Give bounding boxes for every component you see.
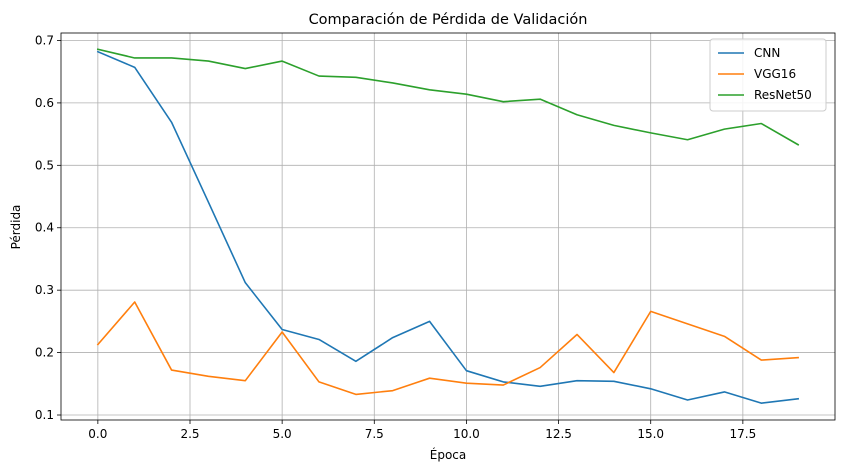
y-tick-label: 0.4 <box>35 221 54 235</box>
x-tick-label: 15.0 <box>637 427 664 441</box>
x-tick-label: 12.5 <box>545 427 572 441</box>
x-tick-label: 5.0 <box>273 427 292 441</box>
y-tick-label: 0.3 <box>35 283 54 297</box>
x-axis-label: Época <box>430 447 467 462</box>
chart-title: Comparación de Pérdida de Validación <box>309 12 588 28</box>
series-lines <box>96 48 800 404</box>
x-tick-label: 0.0 <box>88 427 107 441</box>
series-line-resnet50 <box>96 48 800 146</box>
series-line-cnn <box>96 50 800 404</box>
grid-lines <box>61 33 835 420</box>
legend-box <box>709 38 827 112</box>
y-tick-label: 0.5 <box>35 158 54 172</box>
y-tick-label: 0.7 <box>35 33 54 47</box>
x-tick-label: 10.0 <box>453 427 480 441</box>
y-tick-label: 0.2 <box>35 346 54 360</box>
x-axis-ticks: 0.0 2.5 5.0 7.5 10.0 12.5 15.0 17.5 <box>88 420 756 441</box>
x-tick-label: 17.5 <box>729 427 756 441</box>
legend: CNN VGG16 ResNet50 <box>709 38 827 112</box>
y-axis-ticks: 0.1 0.2 0.3 0.4 0.5 0.6 0.7 <box>35 33 61 422</box>
y-tick-label: 0.1 <box>35 408 54 422</box>
plot-frame <box>60 32 836 421</box>
legend-label-cnn: CNN <box>754 46 780 60</box>
legend-label-vgg16: VGG16 <box>754 67 796 81</box>
x-tick-label: 2.5 <box>180 427 199 441</box>
series-line-vgg16 <box>96 301 799 396</box>
y-tick-label: 0.6 <box>35 96 54 110</box>
legend-label-resnet50: ResNet50 <box>754 88 812 102</box>
y-axis-label: Pérdida <box>9 205 23 250</box>
x-tick-label: 7.5 <box>365 427 384 441</box>
